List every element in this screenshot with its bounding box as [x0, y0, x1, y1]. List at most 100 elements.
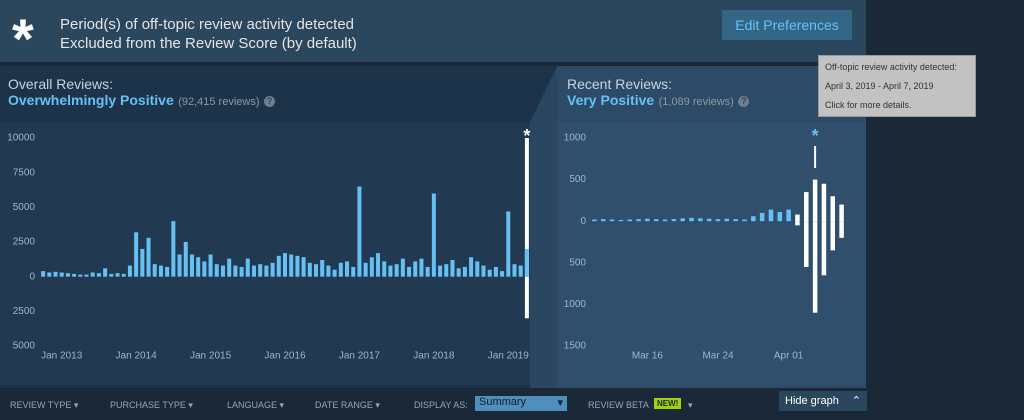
bar: [233, 265, 238, 277]
tooltip-hint: Click for more details.: [825, 100, 912, 110]
bar: [96, 273, 101, 277]
bar: [326, 265, 331, 277]
edit-preferences-button[interactable]: Edit Preferences: [722, 10, 852, 40]
off-topic-marker: *: [812, 126, 819, 146]
bar: [338, 262, 343, 277]
filter-bar: REVIEW TYPE ▾ PURCHASE TYPE ▾ LANGUAGE ▾…: [0, 388, 1024, 420]
bar: [103, 268, 108, 277]
bar: [821, 221, 827, 276]
banner-text: Excluded from the Review Score (by defau…: [60, 35, 357, 52]
x-tick-label: Jan 2019: [488, 351, 530, 362]
filter-label: LANGUAGE: [227, 400, 278, 410]
y-tick-label: 500: [569, 257, 586, 268]
bar: [671, 219, 677, 222]
bar: [59, 272, 64, 277]
review-count: (1,089 reviews): [658, 96, 734, 108]
x-tick-label: Jan 2013: [41, 351, 83, 362]
bar: [227, 258, 232, 277]
bar: [812, 221, 818, 313]
rating: Overwhelmingly Positive: [8, 92, 174, 108]
bar: [493, 266, 498, 277]
bar: [592, 219, 597, 222]
bar: [724, 218, 730, 222]
bar: [812, 179, 818, 222]
bar: [481, 265, 486, 277]
bar: [134, 232, 139, 277]
bar: [320, 260, 325, 277]
review-count: (92,415 reviews): [178, 96, 260, 108]
filter-label: DATE RANGE: [315, 400, 373, 410]
bar: [500, 271, 505, 277]
y-tick-label: 0: [29, 271, 35, 282]
bar: [276, 255, 281, 277]
banner: * Period(s) of off-topic review activity…: [0, 0, 866, 70]
filter-date-range[interactable]: DATE RANGE ▾: [315, 400, 380, 410]
panel-title: Overall Reviews:: [8, 76, 114, 92]
bar: [506, 211, 511, 277]
bar: [609, 219, 615, 222]
help-icon[interactable]: ?: [263, 96, 275, 107]
bar: [127, 265, 132, 277]
bar: [839, 204, 844, 222]
x-tick-label: Jan 2017: [339, 351, 381, 362]
bar: [733, 219, 738, 222]
bar: [345, 261, 350, 277]
bar: [680, 218, 685, 222]
bar: [47, 272, 52, 277]
y-tick-label: 1000: [564, 299, 587, 310]
bar: [698, 218, 703, 222]
bar: [115, 273, 120, 277]
bar: [456, 268, 461, 277]
bar: [363, 262, 368, 277]
review-beta[interactable]: REVIEW BETA: [588, 400, 649, 410]
bar: [438, 265, 443, 277]
bar: [524, 138, 529, 277]
bar: [419, 258, 424, 277]
bar: [804, 221, 809, 267]
bar: [289, 254, 294, 277]
bar: [804, 192, 809, 222]
bar: [777, 212, 783, 222]
bar: [84, 274, 89, 277]
filter-language[interactable]: LANGUAGE ▾: [227, 400, 285, 410]
bar: [314, 264, 319, 277]
bar: [307, 262, 312, 277]
display-select[interactable]: Summary ▾: [475, 396, 567, 411]
hide-graph-button[interactable]: Hide graph ⌃: [779, 391, 867, 411]
x-tick-label: Mar 16: [632, 351, 664, 362]
y-tick-label: 500: [569, 174, 586, 185]
bar: [382, 261, 387, 277]
bar: [653, 219, 659, 222]
filter-review-type[interactable]: REVIEW TYPE ▾: [10, 400, 79, 410]
bar: [742, 219, 747, 222]
bar: [462, 266, 467, 277]
y-tick-label: 2500: [13, 306, 36, 317]
bar: [146, 237, 151, 277]
help-icon[interactable]: ?: [738, 96, 750, 107]
bar: [202, 261, 207, 277]
y-tick-label: 1500: [564, 341, 587, 352]
plot-background: [0, 122, 530, 385]
bar: [518, 265, 523, 277]
bar: [830, 221, 836, 251]
bar: [270, 262, 275, 277]
banner-icon: *: [12, 7, 34, 70]
bar: [41, 271, 46, 277]
bar: [645, 218, 650, 222]
bar: [258, 264, 263, 277]
bar: [376, 253, 381, 277]
new-badge: NEW!: [654, 398, 682, 409]
x-tick-label: Mar 24: [702, 351, 734, 362]
filter-purchase-type[interactable]: PURCHASE TYPE ▾: [110, 400, 193, 410]
bar: [239, 266, 244, 277]
panel-title: Recent Reviews:: [567, 76, 673, 92]
bar: [600, 219, 606, 222]
bar: [400, 258, 405, 277]
bar: [357, 186, 362, 277]
bar: [90, 272, 95, 277]
bar: [158, 265, 163, 277]
bar: [636, 219, 641, 222]
bar: [627, 219, 632, 222]
bar: [751, 216, 756, 222]
display-as-label: DISPLAY AS:: [414, 400, 468, 410]
